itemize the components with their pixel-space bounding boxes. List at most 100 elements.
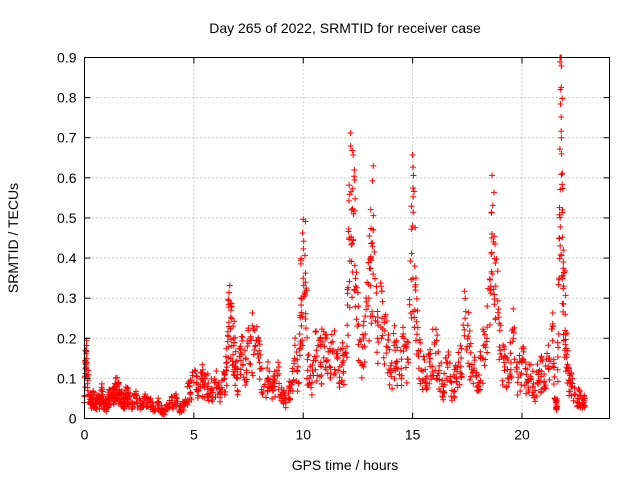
data-point — [381, 313, 388, 320]
data-point — [558, 252, 565, 259]
data-point — [383, 317, 390, 324]
data-point — [470, 380, 477, 387]
data-point — [484, 303, 491, 310]
data-point — [516, 352, 523, 359]
data-point — [466, 343, 473, 350]
data-point — [302, 270, 309, 277]
data-point — [352, 283, 359, 290]
data-point — [560, 272, 567, 279]
y-tick-label: 0 — [69, 411, 77, 427]
data-point — [231, 339, 238, 346]
data-point — [368, 240, 375, 247]
data-point — [558, 62, 565, 69]
data-point — [391, 375, 398, 382]
data-point — [558, 150, 565, 157]
data-point — [247, 337, 254, 344]
data-point — [397, 347, 404, 354]
data-point — [367, 206, 374, 213]
data-point — [256, 376, 263, 383]
data-point — [492, 260, 499, 267]
data-point — [571, 384, 578, 391]
data-point — [215, 379, 222, 386]
data-point — [438, 360, 445, 367]
data-point — [497, 350, 504, 357]
data-point — [351, 167, 358, 174]
data-point — [123, 400, 130, 407]
data-point — [317, 334, 324, 341]
data-point — [429, 363, 436, 370]
data-point — [547, 358, 554, 365]
data-point — [274, 367, 280, 374]
data-point — [367, 282, 374, 289]
data-point — [489, 202, 496, 209]
data-point — [426, 380, 433, 387]
data-point — [556, 146, 563, 153]
data-point — [347, 142, 354, 149]
data-point — [580, 400, 587, 407]
data-point — [234, 375, 241, 382]
data-point — [412, 224, 419, 231]
data-point — [318, 363, 325, 370]
data-point — [443, 377, 450, 384]
data-point — [354, 289, 361, 296]
data-point — [195, 392, 202, 399]
data-point — [155, 398, 162, 405]
data-point — [105, 404, 112, 411]
data-point — [412, 287, 419, 294]
data-point — [266, 368, 273, 375]
data-point — [374, 314, 381, 321]
data-point — [499, 377, 506, 384]
data-point — [227, 314, 234, 321]
data-point — [187, 389, 194, 396]
data-point — [173, 395, 180, 402]
data-point — [321, 343, 328, 350]
data-point — [353, 284, 360, 291]
data-point — [398, 372, 405, 379]
data-point — [481, 362, 488, 369]
data-point — [178, 408, 185, 415]
data-point — [331, 371, 338, 378]
data-point — [490, 286, 497, 293]
data-point — [131, 391, 138, 398]
data-point — [340, 357, 347, 364]
data-point — [391, 322, 398, 329]
data-point — [350, 152, 357, 159]
data-point — [378, 288, 385, 295]
data-point — [134, 404, 141, 411]
data-point — [558, 273, 565, 280]
data-point — [524, 366, 531, 373]
data-point — [343, 354, 350, 361]
data-point — [348, 258, 355, 265]
data-point — [221, 372, 228, 379]
data-point — [453, 378, 460, 385]
data-point — [419, 378, 426, 385]
data-point — [237, 371, 244, 378]
data-point — [344, 332, 351, 339]
data-point — [554, 339, 561, 346]
data-point — [494, 268, 501, 275]
data-point — [350, 210, 357, 217]
data-point — [251, 327, 258, 334]
data-point — [383, 343, 390, 350]
data-point — [349, 147, 356, 154]
data-point — [181, 402, 188, 409]
data-point — [322, 366, 329, 373]
data-point — [560, 247, 567, 254]
data-point — [562, 341, 569, 348]
data-point — [327, 364, 334, 371]
data-point — [413, 295, 420, 302]
data-point — [550, 381, 557, 388]
data-point — [232, 348, 239, 355]
data-point — [445, 352, 452, 359]
data-point — [487, 290, 494, 297]
data-point — [562, 331, 569, 338]
data-point — [246, 360, 253, 367]
data-point — [470, 365, 477, 372]
data-point — [330, 347, 337, 354]
data-point — [336, 374, 343, 381]
data-point — [243, 376, 250, 383]
data-point — [250, 351, 257, 358]
data-point — [349, 185, 356, 192]
data-point — [346, 304, 353, 311]
data-point — [408, 226, 415, 233]
